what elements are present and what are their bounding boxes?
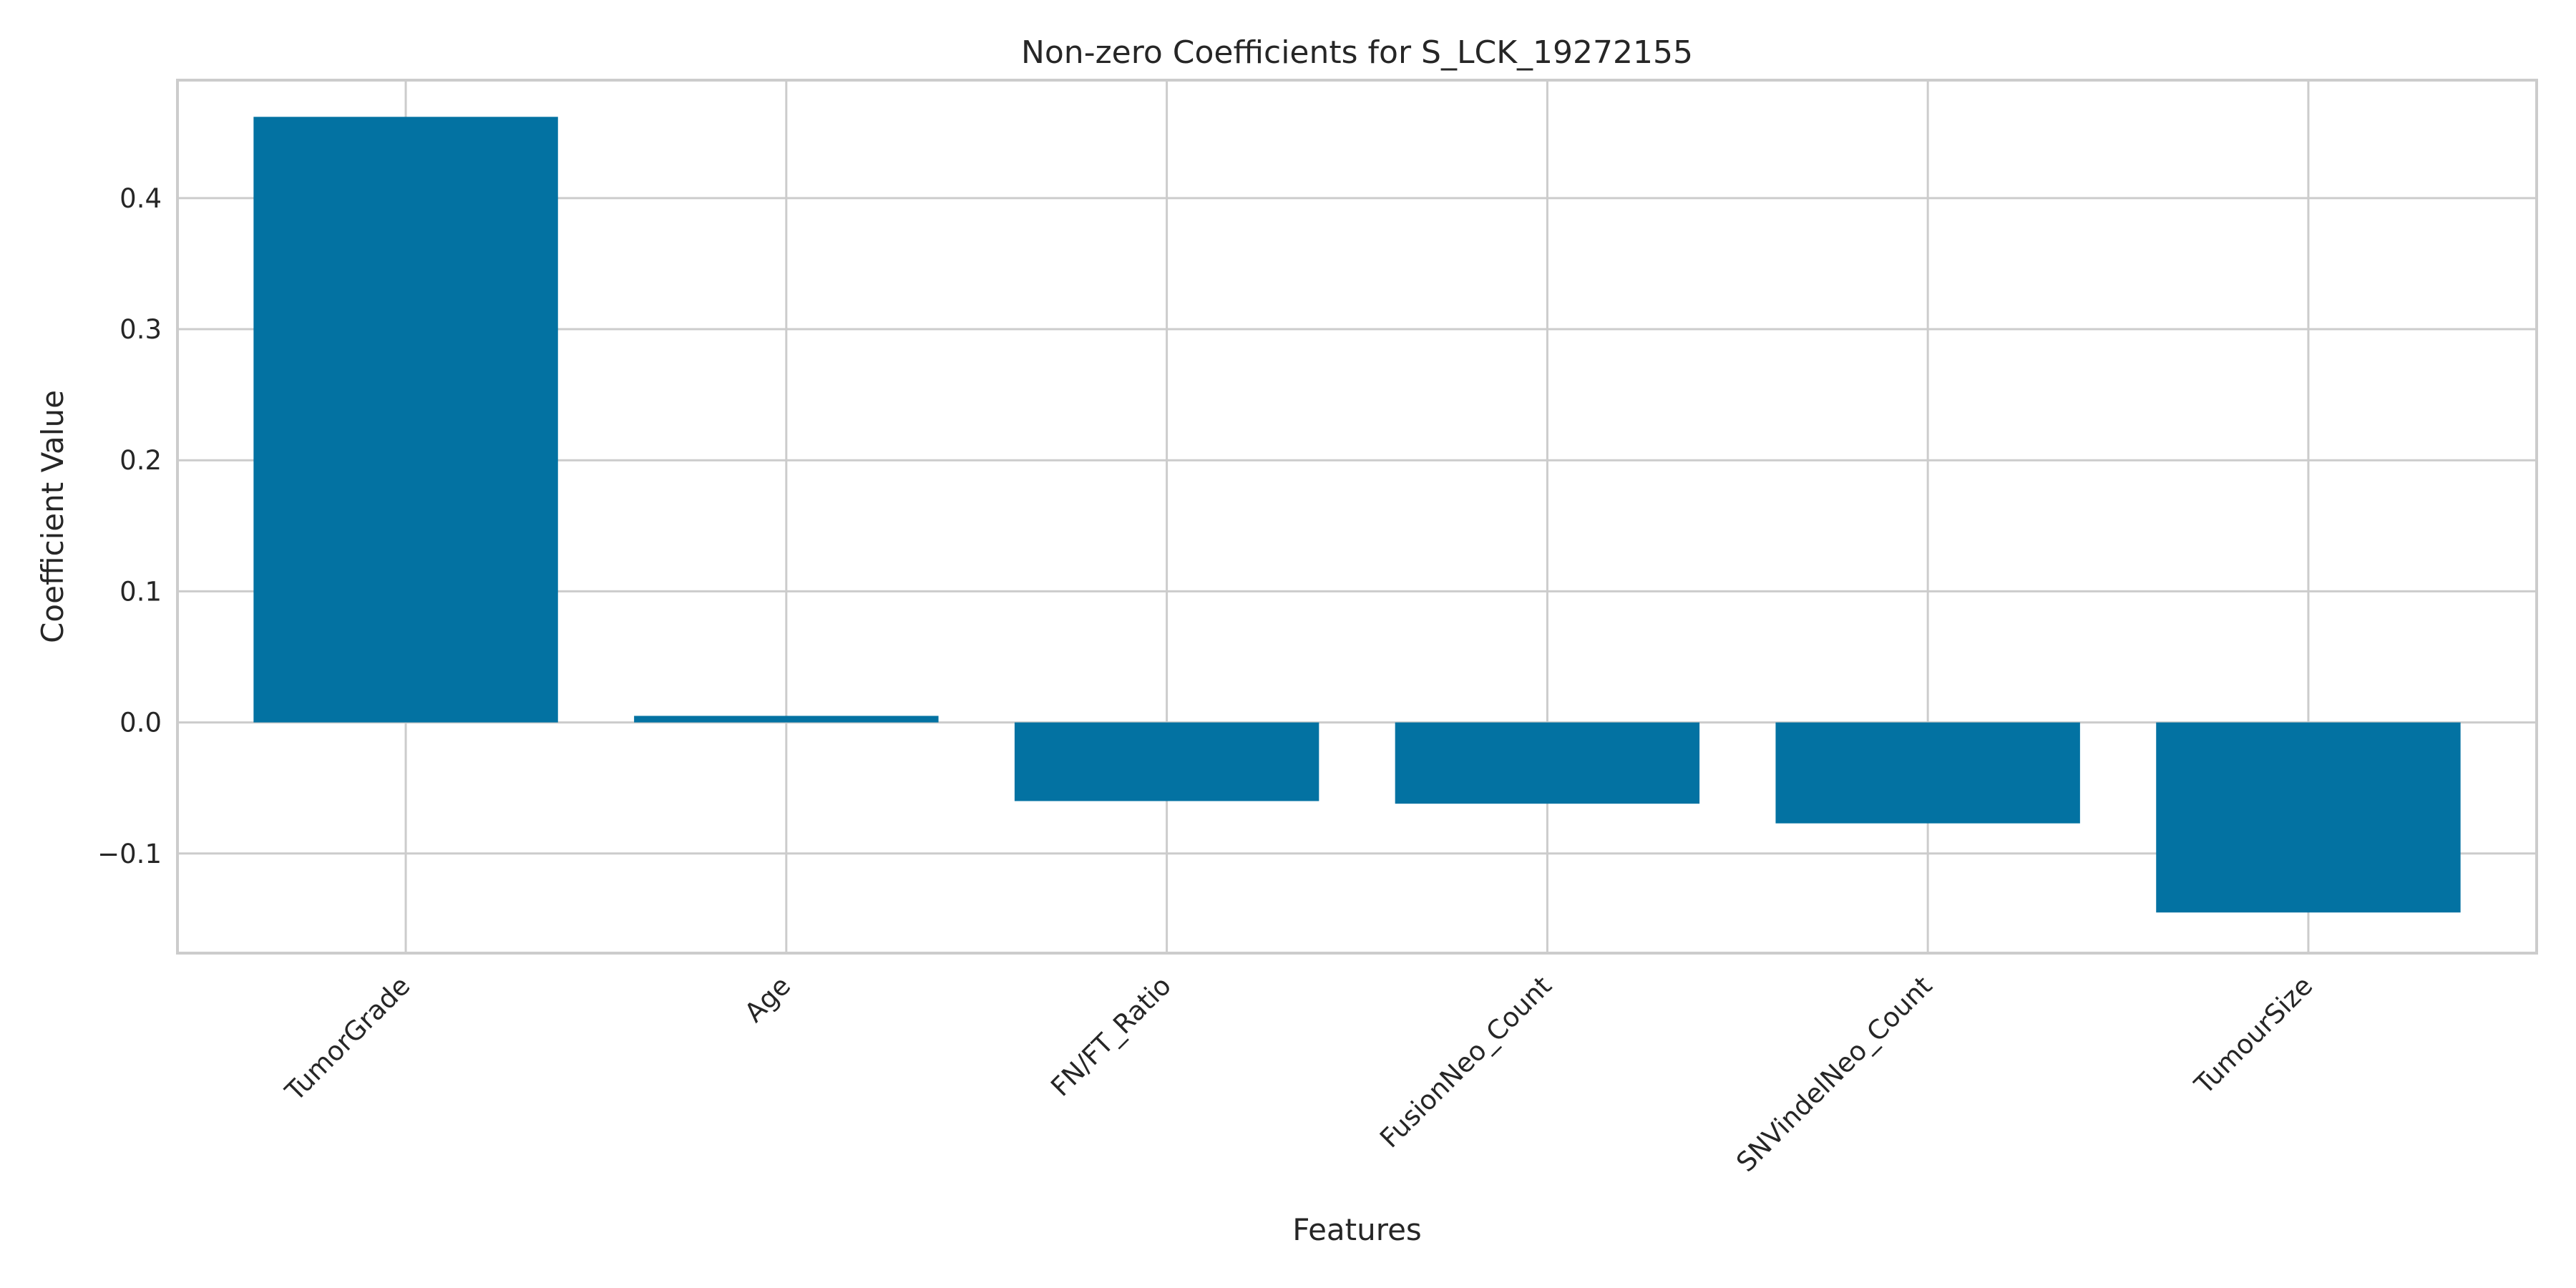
bar-layer — [253, 117, 2461, 913]
bar — [634, 716, 939, 723]
y-tick-label: 0.1 — [119, 576, 162, 607]
y-axis-label: Coefficient Value — [35, 390, 70, 643]
plot-frame — [176, 79, 2538, 955]
y-tick-label: −0.1 — [97, 839, 162, 869]
bar — [1014, 722, 1319, 801]
y-tick-label: 0.0 — [119, 708, 162, 738]
bar — [253, 117, 558, 723]
y-tick-label: 0.2 — [119, 445, 162, 476]
y-tick-label: 0.3 — [119, 314, 162, 345]
bar — [1395, 722, 1700, 804]
bar — [2156, 722, 2461, 913]
bar — [1775, 722, 2080, 824]
y-tick-label: 0.4 — [119, 183, 162, 214]
x-axis-label: Features — [1292, 1212, 1422, 1247]
chart-title: Non-zero Coefficients for S_LCK_19272155 — [1021, 34, 1693, 71]
